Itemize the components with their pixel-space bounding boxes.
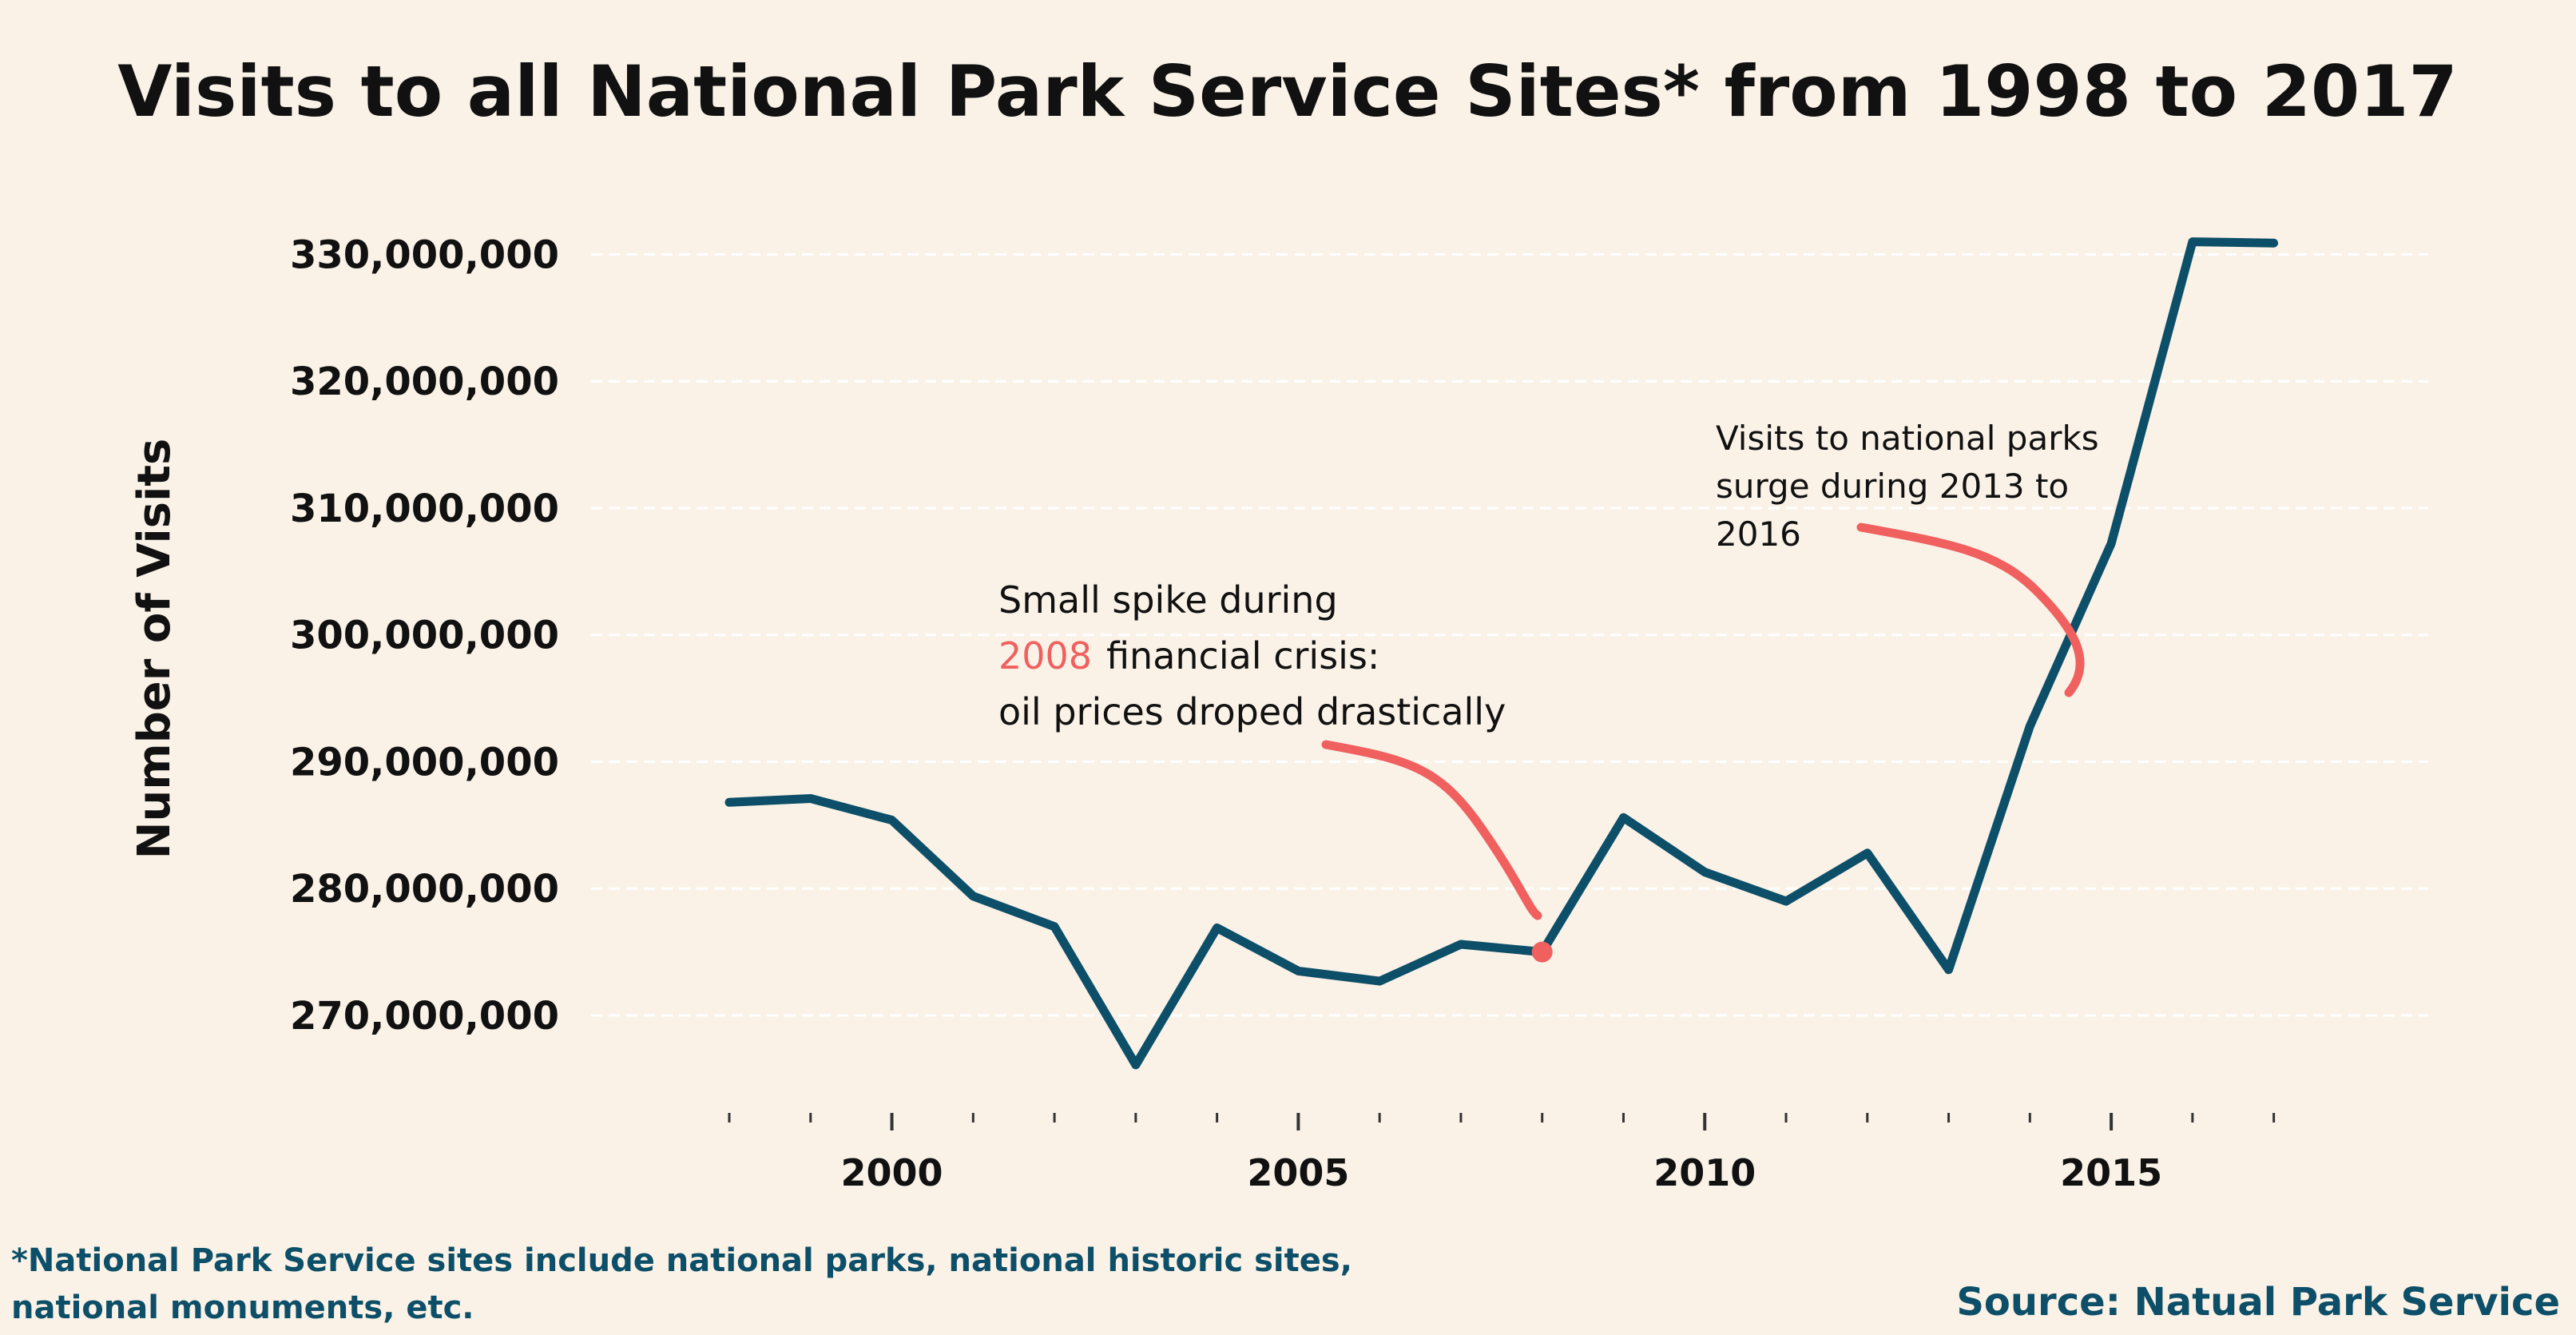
annotation-1-line-3: oil prices droped drastically [998,690,1506,733]
annotation-1-line-2-text: financial crisis: [1106,634,1379,677]
footnote-line-2: national monuments, etc. [11,1289,474,1326]
x-tick-label: 2010 [1653,1151,1756,1194]
annotation-2-line-3: 2016 [1716,515,1801,554]
x-tick-label: 2005 [1247,1151,1349,1194]
x-axis-ticks: 2000 2005 2010 2015 [728,1113,2276,1194]
y-tick-label: 310,000,000 [290,487,559,531]
y-tick-label: 290,000,000 [290,740,559,785]
highlight-point-2008 [1531,941,1553,963]
annotation-1-highlight-year: 2008 [998,634,1092,677]
y-tick-label: 300,000,000 [290,614,559,658]
y-tick-label: 330,000,000 [290,232,559,277]
series-layer [724,237,2279,1070]
annotation-2-line-1: Visits to national parks [1716,419,2099,458]
annotation-1-line-2: 2008 financial crisis: [998,634,1379,677]
annotation-1-arrow [1321,740,1542,920]
x-tick-label: 2015 [2060,1151,2162,1194]
annotation-financial-crisis: Small spike during 2008 financial crisis:… [998,578,1542,920]
annotation-surge: Visits to national parks surge during 20… [1716,419,2099,697]
annotation-1-line-1: Small spike during [998,578,1338,622]
y-axis-ticks: 270,000,000 280,000,000 290,000,000 300,000… [290,232,559,1038]
series-line [724,237,2279,1070]
annotation-2-line-2: surge during 2013 to [1716,467,2069,506]
annotation-2-arrow [1856,522,2085,697]
source-credit: Source: Natual Park Service [1956,1280,2560,1325]
y-tick-label: 270,000,000 [290,994,559,1039]
chart-title: Visits to all National Park Service Site… [117,50,2457,133]
y-tick-label: 280,000,000 [290,867,559,912]
footnote-line-1: *National Park Service sites include nat… [11,1242,1352,1279]
y-tick-label: 320,000,000 [290,360,559,404]
y-axis-label: Number of Visits [129,439,181,860]
x-tick-label: 2000 [841,1151,943,1194]
grid-layer [591,252,2428,1017]
